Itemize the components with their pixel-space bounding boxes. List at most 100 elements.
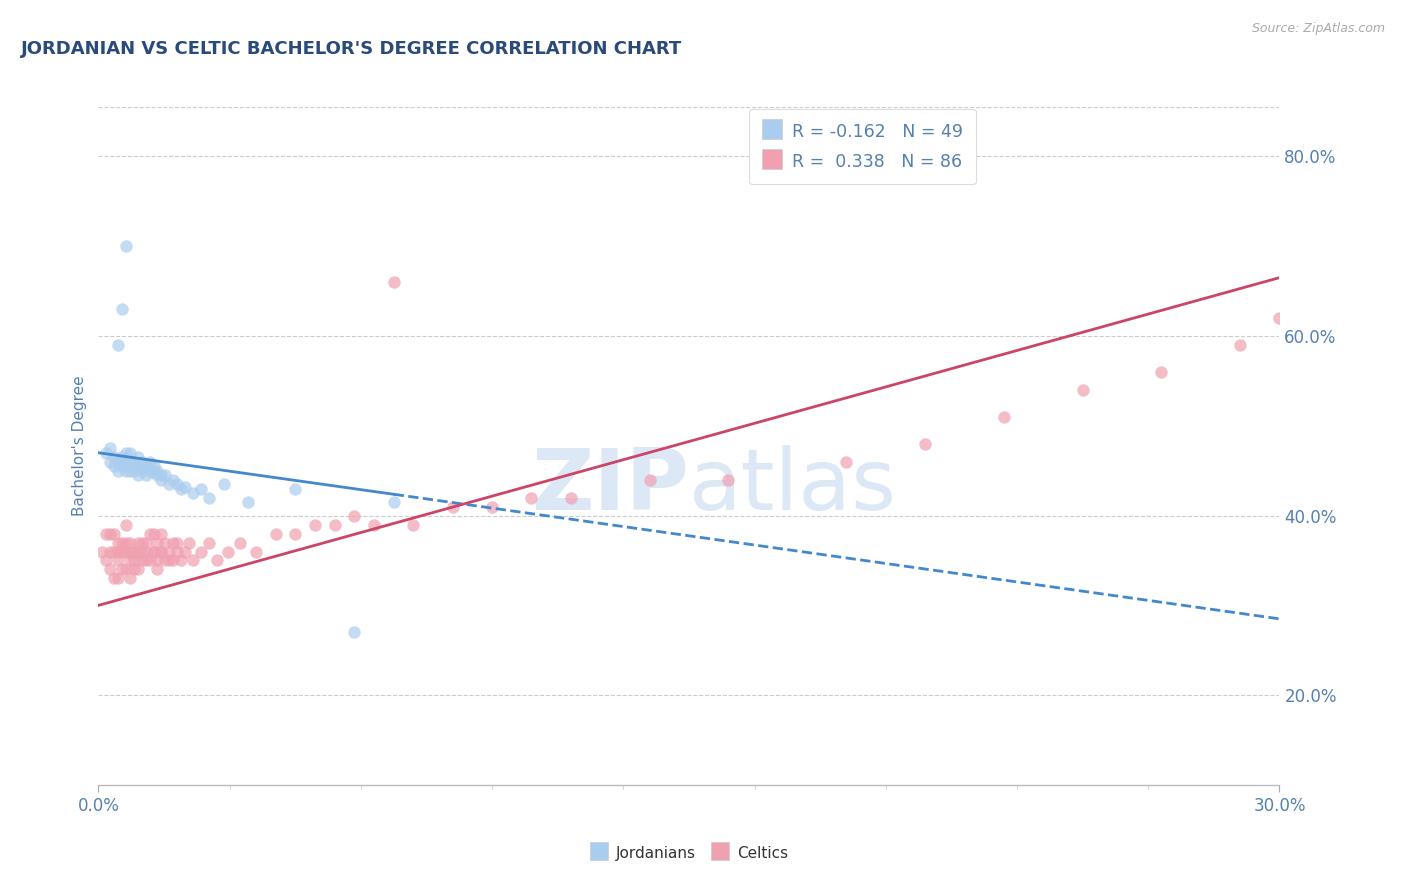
Point — [162, 553, 184, 567]
Point — [131, 464, 153, 478]
Point — [142, 459, 165, 474]
Point — [103, 571, 125, 585]
Point — [138, 526, 160, 541]
Point — [127, 535, 149, 549]
Point — [150, 526, 173, 541]
Point — [135, 544, 157, 558]
Point — [181, 486, 204, 500]
Point — [835, 455, 858, 469]
Point — [157, 553, 180, 567]
Point — [146, 464, 169, 478]
Point — [111, 535, 134, 549]
Point — [174, 544, 197, 558]
Point — [111, 544, 134, 558]
Point — [138, 553, 160, 567]
Point — [118, 571, 141, 585]
Point — [481, 500, 503, 514]
Point — [142, 526, 165, 541]
Point — [190, 544, 212, 558]
Point — [118, 553, 141, 567]
Point — [118, 544, 141, 558]
Point — [205, 553, 228, 567]
Point — [115, 464, 138, 478]
Point — [284, 526, 307, 541]
Point — [914, 436, 936, 450]
Point — [135, 459, 157, 474]
Point — [115, 446, 138, 460]
Point — [118, 455, 141, 469]
Point — [155, 553, 177, 567]
Point — [181, 553, 204, 567]
Point — [1229, 338, 1251, 352]
Point — [107, 338, 129, 352]
Y-axis label: Bachelor's Degree: Bachelor's Degree — [72, 376, 87, 516]
Point — [170, 553, 193, 567]
Point — [122, 464, 145, 478]
Point — [111, 301, 134, 316]
Point — [217, 544, 239, 558]
Point — [107, 544, 129, 558]
Point — [131, 544, 153, 558]
Point — [138, 464, 160, 478]
Point — [197, 535, 219, 549]
Point — [146, 553, 169, 567]
Point — [214, 477, 236, 491]
Point — [264, 526, 287, 541]
Point — [107, 553, 129, 567]
Point — [107, 455, 129, 469]
Point — [115, 535, 138, 549]
Point — [402, 517, 425, 532]
Point — [103, 544, 125, 558]
Point — [96, 446, 118, 460]
Point — [131, 553, 153, 567]
Point — [146, 562, 169, 576]
Point — [142, 544, 165, 558]
Point — [122, 562, 145, 576]
Point — [98, 544, 121, 558]
Point — [115, 239, 138, 253]
Point — [174, 480, 197, 494]
Point — [127, 468, 149, 483]
Point — [150, 468, 173, 483]
Point — [107, 464, 129, 478]
Point — [107, 571, 129, 585]
Text: ZIP: ZIP — [531, 445, 689, 528]
Point — [638, 473, 661, 487]
Point — [177, 535, 200, 549]
Point — [135, 553, 157, 567]
Point — [150, 473, 173, 487]
Point — [520, 491, 543, 505]
Point — [441, 500, 464, 514]
Point — [166, 535, 188, 549]
Point — [155, 468, 177, 483]
Point — [146, 535, 169, 549]
Point — [1071, 383, 1094, 397]
Point — [96, 526, 118, 541]
Point — [135, 535, 157, 549]
Point — [284, 482, 307, 496]
Text: JORDANIAN VS CELTIC BACHELOR'S DEGREE CORRELATION CHART: JORDANIAN VS CELTIC BACHELOR'S DEGREE CO… — [21, 40, 682, 58]
Point — [166, 477, 188, 491]
Point — [122, 455, 145, 469]
Point — [150, 544, 173, 558]
Point — [993, 409, 1015, 424]
Point — [115, 517, 138, 532]
Point — [142, 544, 165, 558]
Point — [127, 544, 149, 558]
Point — [170, 482, 193, 496]
Point — [118, 446, 141, 460]
Point — [197, 491, 219, 505]
Point — [118, 535, 141, 549]
Point — [146, 468, 169, 483]
Point — [98, 526, 121, 541]
Point — [304, 517, 326, 532]
Point — [236, 495, 259, 509]
Point — [135, 468, 157, 483]
Point — [157, 477, 180, 491]
Point — [103, 450, 125, 465]
Point — [560, 491, 582, 505]
Text: atlas: atlas — [689, 445, 897, 528]
Point — [115, 562, 138, 576]
Point — [122, 544, 145, 558]
Point — [107, 535, 129, 549]
